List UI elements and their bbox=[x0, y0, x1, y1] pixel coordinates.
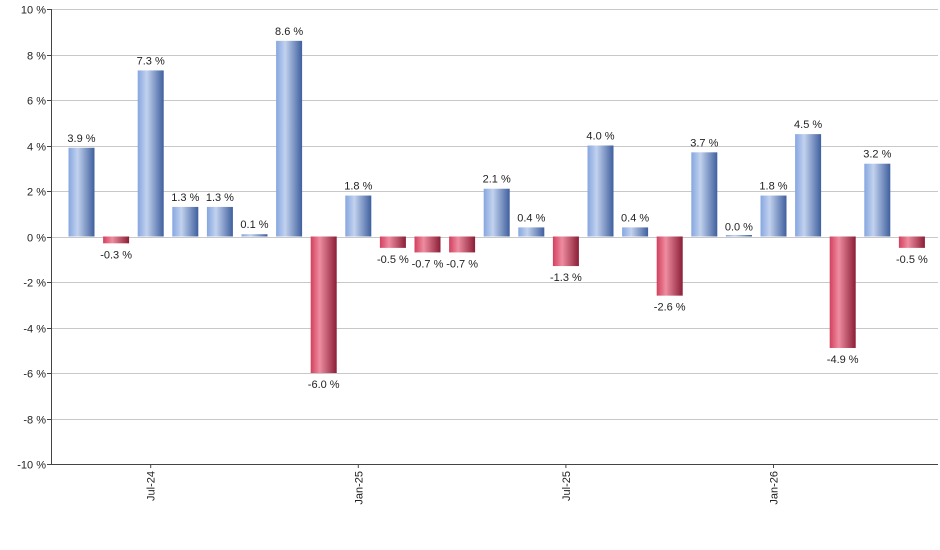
y-tick-label: 10 % bbox=[21, 5, 46, 17]
y-axis: 10 % 8 % 6 % 4 % 2 % 0 % -2 % -4 % -6 % -8 % -10 % bbox=[17, 5, 52, 472]
y-tick-label: -8 % bbox=[23, 415, 46, 427]
bar bbox=[898, 236, 925, 248]
data-label: -6.0 % bbox=[308, 379, 340, 391]
bar bbox=[829, 236, 856, 348]
y-tick-label: 6 % bbox=[27, 96, 46, 108]
y-tick-label: 4 % bbox=[27, 142, 46, 154]
bar bbox=[725, 235, 752, 237]
data-label: -0.7 % bbox=[412, 258, 444, 270]
y-tick-label: -6 % bbox=[23, 369, 46, 381]
bar bbox=[206, 206, 233, 237]
bar bbox=[760, 195, 787, 237]
data-label: 3.9 % bbox=[67, 133, 95, 145]
data-label: 0.1 % bbox=[240, 219, 268, 231]
data-label: -2.6 % bbox=[654, 302, 686, 314]
bar bbox=[414, 236, 441, 253]
data-label: 1.8 % bbox=[759, 181, 787, 193]
bar bbox=[241, 234, 268, 237]
data-label: 0.0 % bbox=[725, 222, 753, 234]
bar bbox=[137, 70, 164, 237]
data-label: 1.3 % bbox=[206, 192, 234, 204]
data-label: 4.0 % bbox=[586, 131, 614, 143]
bar bbox=[345, 195, 372, 237]
data-label: -0.3 % bbox=[100, 249, 132, 261]
bar bbox=[518, 227, 545, 237]
bars bbox=[68, 40, 925, 373]
y-tick-label: -4 % bbox=[23, 324, 46, 336]
gridlines bbox=[51, 9, 938, 465]
data-label: -0.5 % bbox=[377, 254, 409, 266]
y-tick-label: 0 % bbox=[27, 233, 46, 245]
data-labels: 3.9 % -0.3 % 7.3 % 1.3 % 1.3 % 0.1 % 8.6 % -6.0… bbox=[67, 26, 928, 391]
bar bbox=[276, 40, 303, 237]
data-label: 3.7 % bbox=[690, 137, 718, 149]
y-tick-label: 8 % bbox=[27, 51, 46, 63]
bar bbox=[379, 236, 406, 248]
data-label: -1.3 % bbox=[550, 272, 582, 284]
x-tick-label: Jan-25 bbox=[353, 471, 365, 505]
x-axis: Jul-24 Jan-25 Jul-25 Jan-26 bbox=[51, 464, 938, 505]
data-label: 8.6 % bbox=[275, 26, 303, 38]
y-tick-label: -10 % bbox=[17, 460, 46, 472]
y-tick-label: -2 % bbox=[23, 278, 46, 290]
bar bbox=[587, 145, 614, 237]
data-label: 0.4 % bbox=[517, 212, 545, 224]
bar bbox=[449, 236, 476, 253]
data-label: 4.5 % bbox=[794, 119, 822, 131]
data-label: 1.3 % bbox=[171, 192, 199, 204]
bar bbox=[310, 236, 337, 373]
data-label: 3.2 % bbox=[863, 149, 891, 161]
data-label: -0.7 % bbox=[446, 258, 478, 270]
bar bbox=[656, 236, 683, 296]
data-label: -4.9 % bbox=[827, 354, 859, 366]
y-tick-label: 2 % bbox=[27, 187, 46, 199]
x-tick-label: Jul-25 bbox=[561, 471, 573, 501]
bar bbox=[103, 236, 130, 244]
data-label: 1.8 % bbox=[344, 181, 372, 193]
data-label: 0.4 % bbox=[621, 212, 649, 224]
bar bbox=[795, 134, 822, 237]
bar bbox=[552, 236, 579, 267]
bar bbox=[691, 152, 718, 237]
bar bbox=[172, 206, 199, 237]
data-label: 7.3 % bbox=[137, 55, 165, 67]
x-tick-label: Jan-26 bbox=[769, 471, 781, 505]
x-tick-label: Jul-24 bbox=[146, 471, 158, 501]
bar bbox=[483, 188, 510, 237]
bar bbox=[68, 147, 95, 237]
data-label: -0.5 % bbox=[896, 254, 928, 266]
data-label: 2.1 % bbox=[483, 174, 511, 186]
bar bbox=[864, 163, 891, 237]
bar bbox=[622, 227, 649, 237]
